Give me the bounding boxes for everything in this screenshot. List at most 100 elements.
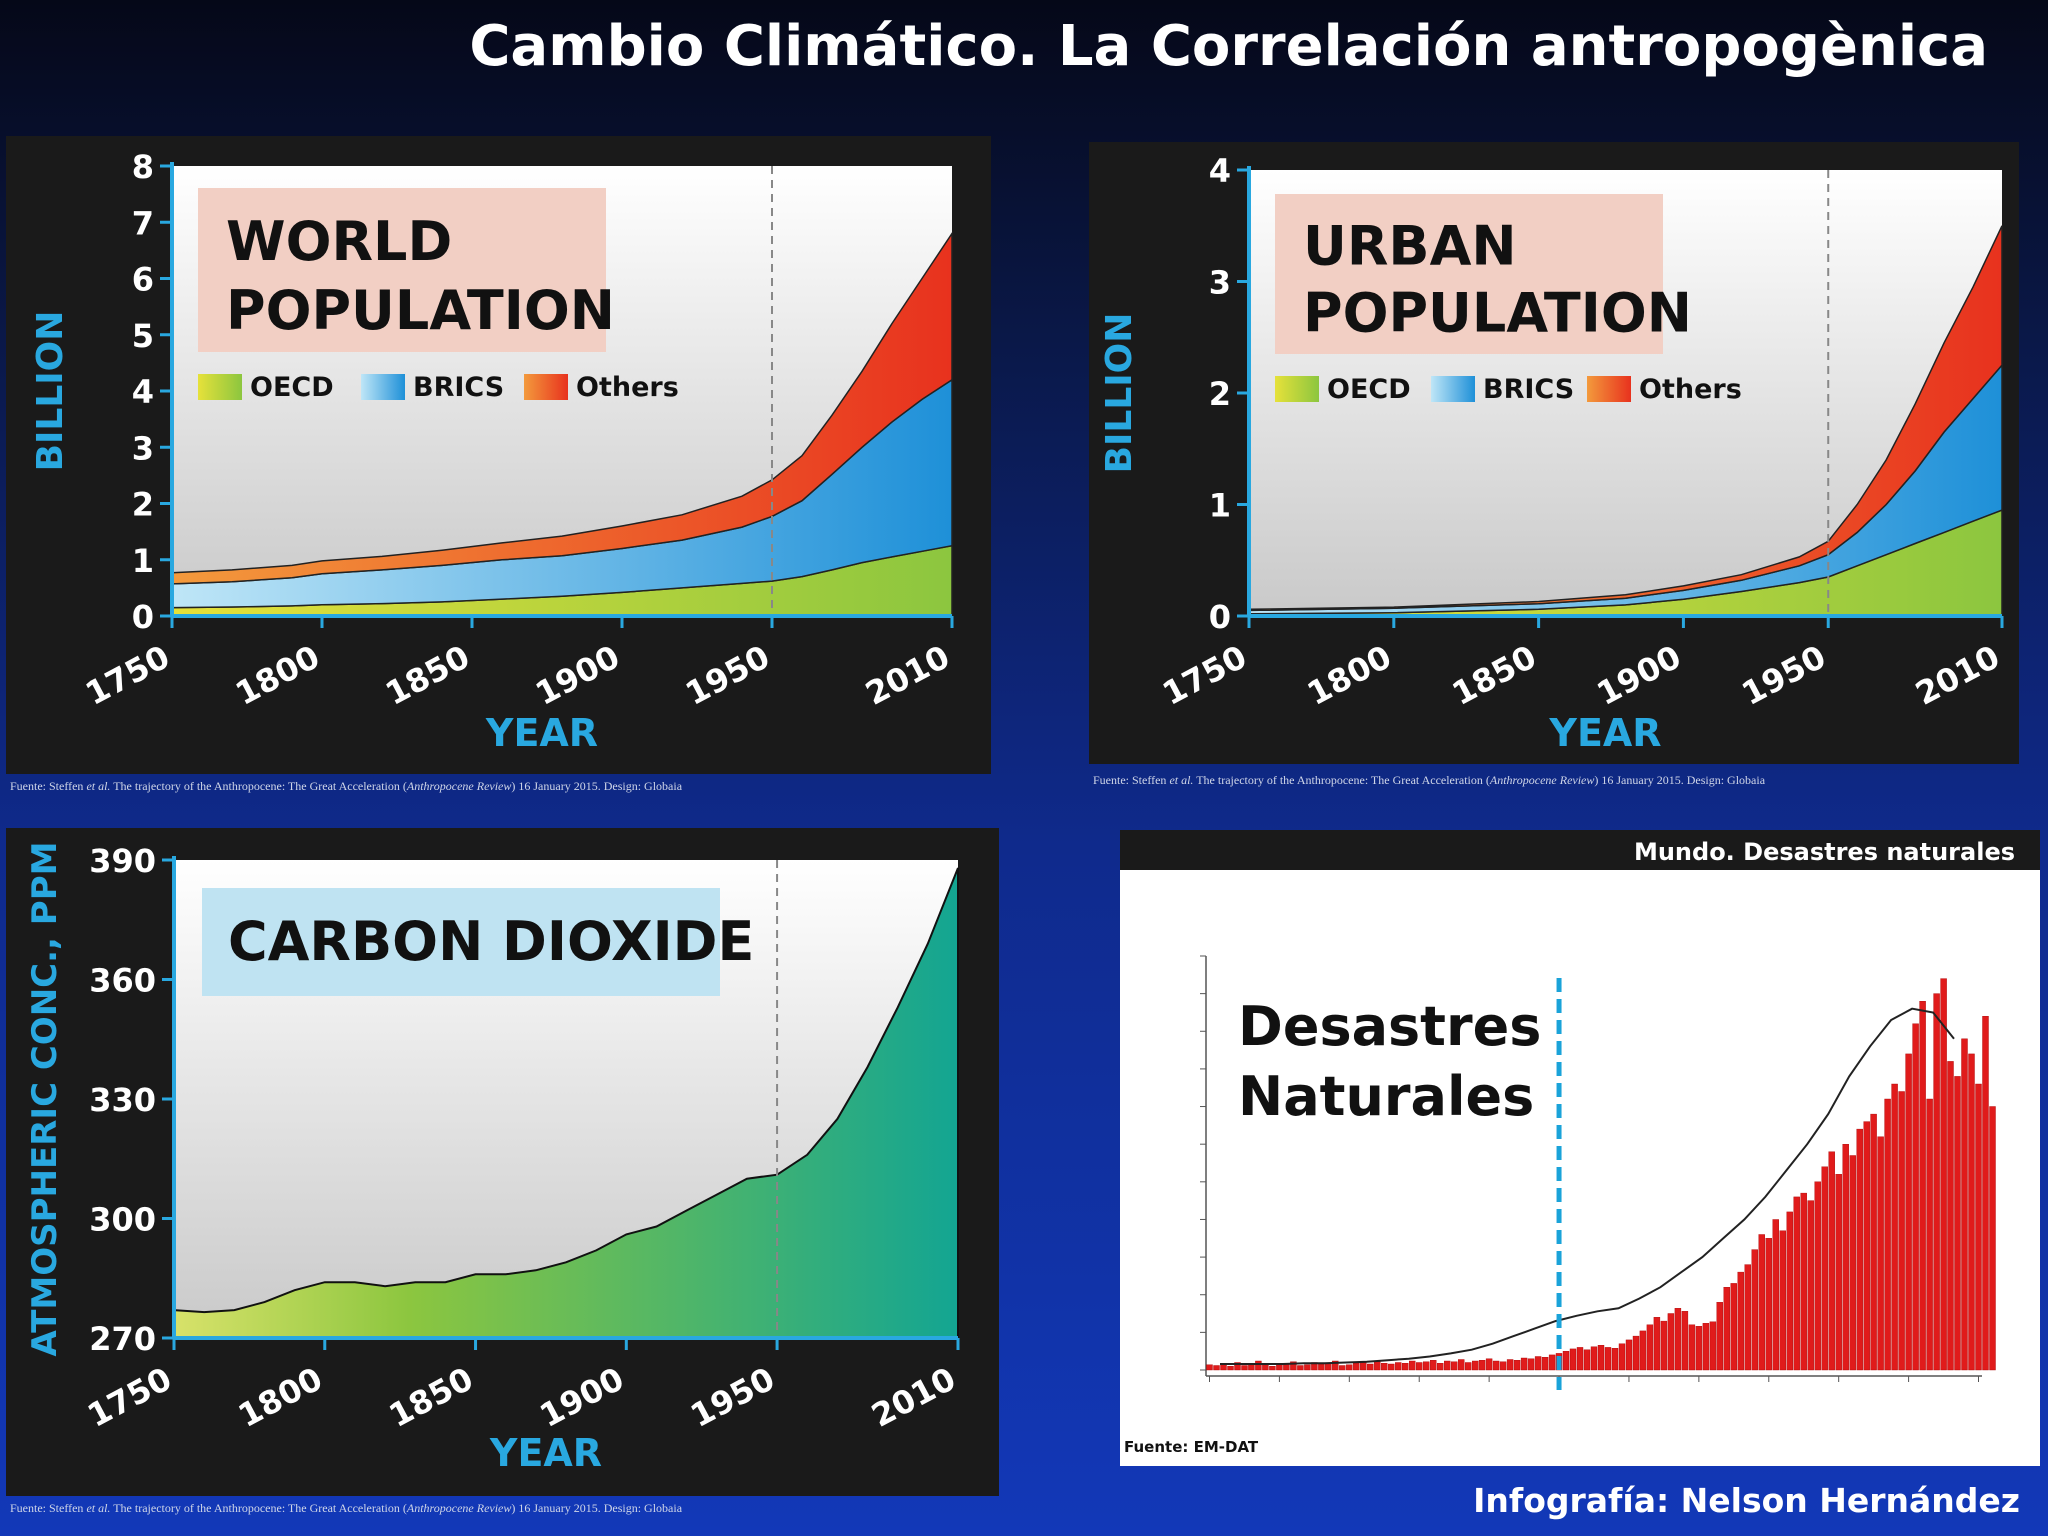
- disaster-bar: [1849, 1155, 1856, 1371]
- chart-title-line1: URBAN: [1303, 214, 1517, 277]
- chart-title: CARBON DIOXIDE: [228, 910, 754, 973]
- disaster-bar: [1926, 1098, 1933, 1371]
- carbon-dioxide-panel: 270 300 330 360 390 1750 1800 1850 1900 1950 2010 Y…: [6, 828, 999, 1496]
- disaster-bar: [1800, 1192, 1807, 1371]
- disaster-bar: [1667, 1313, 1675, 1371]
- legend-swatch-oecd: [198, 374, 242, 400]
- y-tick-label: 270: [89, 1320, 156, 1358]
- disaster-bar: [1527, 1358, 1535, 1371]
- disaster-bar: [1828, 1151, 1835, 1371]
- disaster-bar: [1381, 1363, 1388, 1371]
- disaster-bar: [1590, 1346, 1598, 1371]
- disaster-bar: [1353, 1363, 1360, 1371]
- y-tick-label: 360: [89, 962, 156, 1000]
- disaster-bar: [1451, 1361, 1458, 1371]
- disaster-bar: [1702, 1323, 1710, 1371]
- co2-area: [173, 867, 959, 1339]
- world-population-chart: 0 1 2 3 4 5 6 7 8 1750 1800 1850 1900 1950 2010 YEAR BIL…: [30, 148, 956, 755]
- disaster-bar: [1213, 1365, 1220, 1371]
- disaster-bar: [1947, 1061, 1954, 1371]
- natural-disasters-panel: Mundo. Desastres naturales Desastres Natur…: [1120, 830, 2040, 1466]
- x-tick-label: 1900: [1591, 638, 1687, 713]
- x-tick-label: 1750: [81, 1360, 177, 1435]
- disaster-bar: [1541, 1357, 1549, 1371]
- disaster-bar: [1562, 1351, 1570, 1371]
- disaster-bar: [1520, 1357, 1528, 1371]
- disaster-bar: [1437, 1363, 1444, 1371]
- natural-disasters-chart: Mundo. Desastres naturales Desastres Natur…: [1120, 830, 2040, 1456]
- disaster-bar: [1492, 1360, 1500, 1371]
- disaster-bar: [1569, 1348, 1577, 1371]
- y-tick-label: 390: [89, 842, 156, 880]
- disaster-bar: [1625, 1339, 1633, 1371]
- disaster-bar: [1968, 1053, 1975, 1371]
- legend-swatch-oecd: [1275, 376, 1319, 402]
- y-tick-label: 1: [132, 542, 154, 580]
- legend-swatch-others: [1587, 376, 1631, 402]
- disaster-bar: [1807, 1200, 1814, 1371]
- disaster-bar: [1416, 1362, 1423, 1371]
- disaster-bar: [1912, 1023, 1919, 1371]
- disaster-bar: [1597, 1345, 1605, 1371]
- legend-label-others: Others: [1639, 374, 1742, 405]
- disaster-bar: [1744, 1264, 1751, 1371]
- x-tick-label: 1950: [1736, 638, 1832, 713]
- y-tick-label: 6: [132, 261, 154, 299]
- disaster-bar: [1954, 1076, 1961, 1371]
- disaster-bar: [1318, 1363, 1325, 1371]
- disaster-bar: [1534, 1356, 1542, 1371]
- chart-source: Fuente: EM-DAT: [1124, 1438, 1259, 1456]
- disaster-bar: [1472, 1360, 1479, 1371]
- disaster-bar: [1646, 1324, 1654, 1371]
- disaster-bar: [1898, 1091, 1905, 1371]
- carbon-dioxide-chart: 270 300 330 360 390 1750 1800 1850 1900 1950 2010 Y…: [25, 842, 962, 1475]
- y-tick-label: 5: [132, 317, 154, 355]
- disaster-bar: [1660, 1320, 1668, 1371]
- chart-title-line2: POPULATION: [226, 279, 615, 342]
- disaster-bar: [1402, 1363, 1409, 1371]
- disaster-bar: [1632, 1335, 1640, 1371]
- x-tick-label: 1900: [534, 1360, 630, 1435]
- disaster-bar: [1583, 1349, 1591, 1371]
- disaster-bar: [1339, 1365, 1346, 1371]
- disaster-bar: [1325, 1363, 1332, 1371]
- x-tick-label: 1850: [1446, 638, 1542, 713]
- y-tick-label: 8: [132, 148, 154, 186]
- chart-title-line2: POPULATION: [1303, 282, 1692, 345]
- disaster-bar: [1821, 1166, 1828, 1371]
- y-tick-label: 3: [1209, 264, 1231, 302]
- disaster-bar: [1444, 1360, 1451, 1371]
- x-axis-title: YEAR: [485, 711, 598, 755]
- disaster-bar: [1458, 1359, 1465, 1371]
- annotation-line2: Naturales: [1238, 1065, 1534, 1128]
- disaster-bar: [1884, 1098, 1891, 1371]
- chart-title: Mundo. Desastres naturales: [1634, 838, 2015, 866]
- disaster-bar: [1975, 1083, 1982, 1371]
- disaster-bar: [1255, 1360, 1262, 1371]
- disaster-bar: [1688, 1324, 1696, 1371]
- disaster-bar: [1499, 1361, 1507, 1371]
- credit: Infografía: Nelson Hernández: [1473, 1481, 2020, 1520]
- x-axis-title: YEAR: [489, 1431, 602, 1475]
- legend-label-oecd: OECD: [250, 372, 334, 403]
- y-tick-label: 2: [1209, 375, 1231, 413]
- y-tick-label: 330: [89, 1081, 156, 1119]
- x-tick-label: 1900: [529, 638, 625, 713]
- disaster-bar: [1933, 993, 1940, 1371]
- disaster-bar: [1765, 1238, 1772, 1371]
- header-bar: [1120, 830, 2040, 870]
- x-tick-label: 1750: [79, 638, 175, 713]
- series-area-others: [171, 231, 953, 585]
- disaster-bar: [1206, 1364, 1213, 1371]
- disaster-bar: [1779, 1230, 1786, 1371]
- y-axis-title: ATMOSPHERIC CONC., PPM: [25, 842, 65, 1357]
- x-tick-label: 1800: [229, 638, 325, 713]
- legend-label-others: Others: [576, 372, 679, 403]
- disaster-bar: [1695, 1326, 1703, 1371]
- disaster-bar: [1835, 1174, 1842, 1371]
- title-box: [1275, 194, 1663, 354]
- disaster-bar: [1290, 1361, 1297, 1371]
- disaster-bar: [1423, 1361, 1430, 1371]
- disaster-bar: [1653, 1317, 1661, 1371]
- y-tick-label: 4: [132, 373, 154, 411]
